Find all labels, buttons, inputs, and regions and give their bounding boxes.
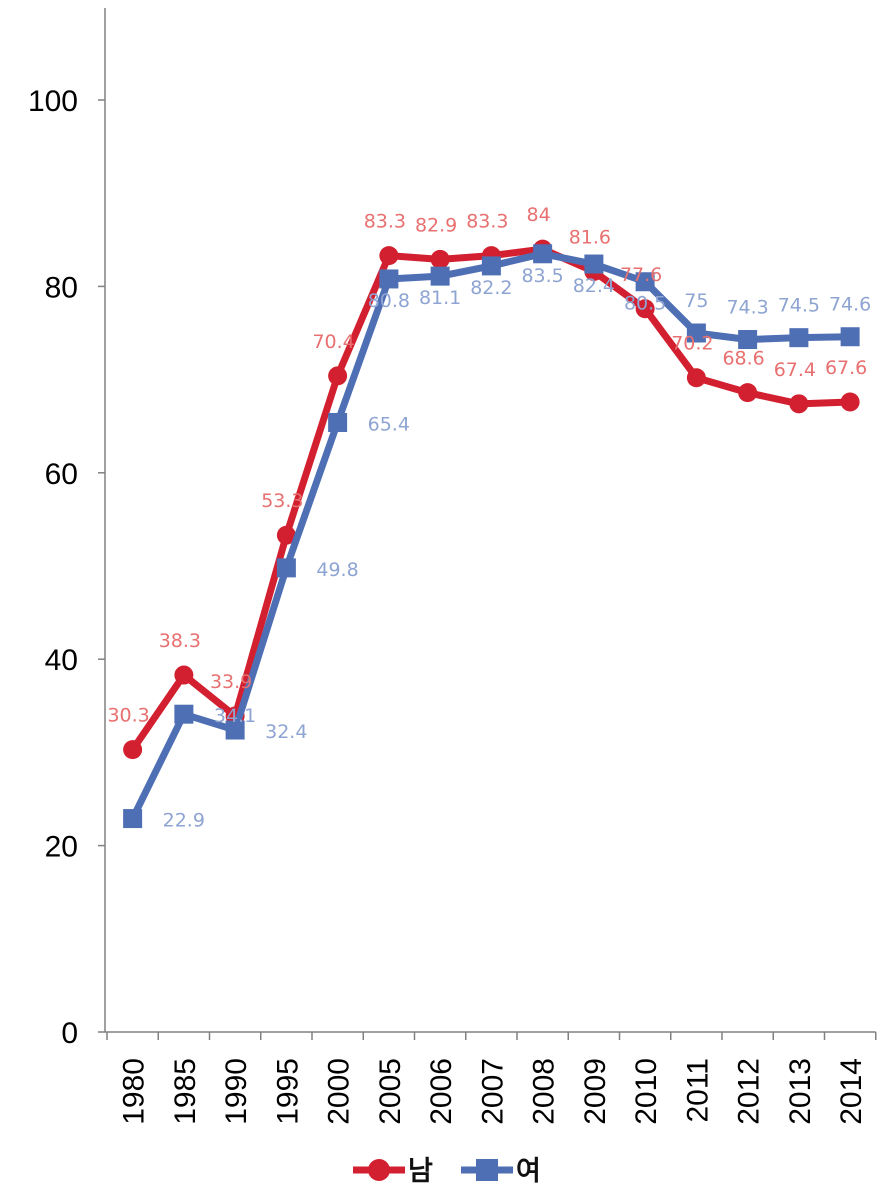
x-tick-label: 2014 [835,1058,868,1125]
x-tick-label: 2000 [323,1058,356,1125]
data-label: 82.9 [415,214,457,236]
data-point [533,244,553,264]
data-label: 67.4 [774,359,816,381]
data-labels: 30.3 38.3 33.9 53.3 70.4 83.3 82.9 83.3 84 81.6 77… [107,204,871,831]
legend-marker [476,1159,498,1181]
data-point [276,558,296,578]
x-tick-label: 2005 [374,1058,407,1125]
data-label: 68.6 [722,348,764,370]
y-tick-label: 20 [45,831,78,864]
data-point [276,525,296,545]
data-label: 83.5 [521,265,563,287]
x-tick-label: 2008 [528,1058,561,1125]
data-label: 30.3 [107,705,149,727]
x-tick-label: 2011 [681,1058,714,1123]
data-label: 75 [684,290,708,312]
x-tick-label: 1990 [220,1058,253,1125]
data-point [123,809,143,829]
y-tick-label: 80 [45,271,78,304]
data-label: 65.4 [368,413,410,435]
data-point [328,366,348,386]
data-point [174,704,194,724]
data-point [430,249,450,269]
data-label: 80.8 [368,290,410,312]
data-point [379,246,399,266]
data-point [635,299,655,319]
x-tick-label: 2007 [476,1058,509,1125]
data-point [789,394,809,414]
x-tick-label: 1995 [271,1058,304,1125]
data-label: 67.6 [825,357,867,379]
data-label: 38.3 [159,630,201,652]
data-point [738,330,758,350]
y-tick-label: 60 [45,458,78,491]
data-point [789,328,809,348]
data-point [174,665,194,685]
data-label: 77.6 [620,264,662,286]
x-tick-label: 2009 [579,1058,612,1125]
x-tick-label: 2012 [733,1058,766,1125]
data-point [430,266,450,286]
data-label: 70.2 [671,333,713,355]
data-point [481,256,501,276]
data-point [738,383,758,403]
data-label: 80.5 [624,293,666,315]
data-label: 70.4 [312,331,354,353]
data-point [123,740,143,760]
data-label: 33.9 [210,671,252,693]
data-label: 32.4 [265,721,307,743]
x-tick-label: 2006 [425,1058,458,1125]
data-point [840,392,860,412]
data-label: 74.6 [829,294,871,316]
x-tick-label: 2013 [784,1058,817,1125]
data-label: 49.8 [316,559,358,581]
axes: 0 20 40 60 80 100 1980 1985 1990 1995 2000 2005 2006… [28,8,877,1125]
y-tick-label: 40 [45,644,78,677]
y-tick-label: 0 [61,1017,78,1050]
data-point [635,272,655,292]
data-label: 34.1 [214,705,256,727]
x-tick-label: 1985 [169,1058,202,1125]
data-label: 81.6 [569,226,611,248]
data-label: 22.9 [163,810,205,832]
data-point [379,269,399,289]
y-tick-label: 100 [28,85,78,118]
data-label: 53.3 [261,490,303,512]
data-point [840,327,860,347]
data-label: 82.4 [573,275,615,297]
data-label: 74.3 [726,297,768,319]
data-label: 84 [527,204,551,226]
data-point [686,368,706,388]
data-point [225,720,245,740]
data-point [584,254,604,274]
data-label: 82.2 [470,277,512,299]
data-label: 74.5 [778,295,820,317]
data-label: 81.1 [419,287,461,309]
legend-marker [368,1159,390,1181]
x-tick-label: 2010 [630,1058,663,1125]
series-layer [123,239,860,829]
legend-label: 여 [516,1156,541,1187]
data-label: 83.3 [364,211,406,233]
data-point [328,412,348,432]
legend-label: 남 [408,1156,433,1187]
data-point [686,323,706,343]
x-tick-label: 1980 [118,1058,151,1125]
data-label: 83.3 [466,211,508,233]
